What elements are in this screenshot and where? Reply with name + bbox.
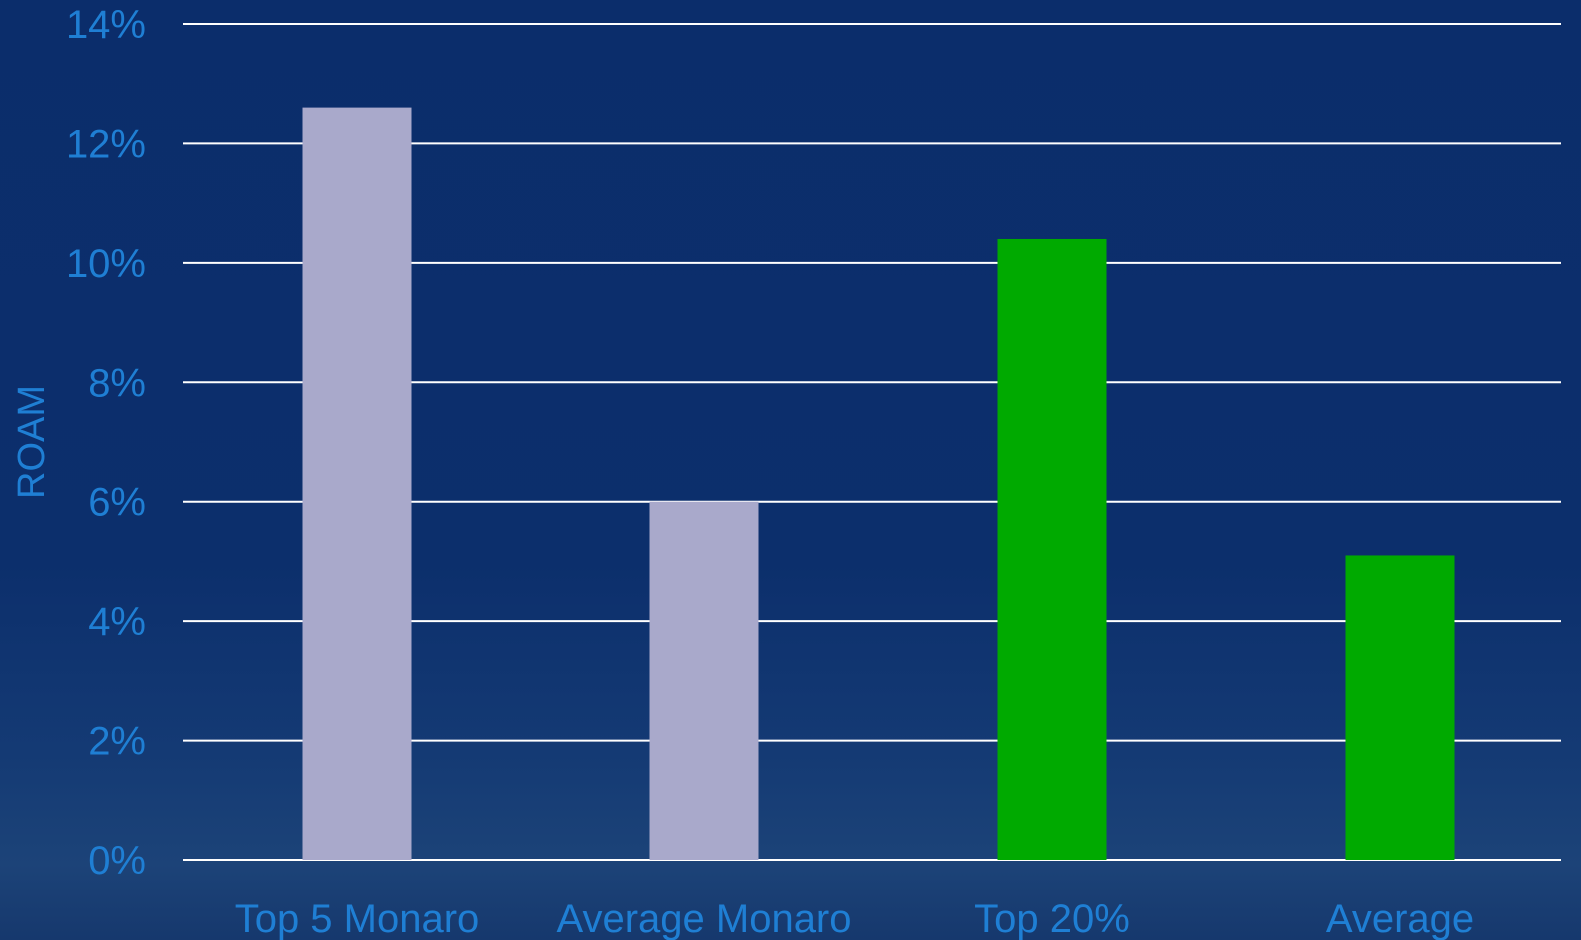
y-tick-label: 4% (88, 600, 146, 644)
x-category-label: Top 20% (974, 897, 1130, 940)
bars (302, 107, 1455, 861)
y-tick-label: 10% (66, 242, 146, 286)
bar (302, 107, 412, 861)
x-category-label: Average (1326, 897, 1474, 940)
y-axis-tick-labels: 0% 2% 4% 6% 8% 10% 12% 14% (66, 3, 146, 883)
x-category-label: Average Monaro (557, 897, 852, 940)
y-tick-label: 14% (66, 3, 146, 47)
y-axis-title: ROAM (11, 385, 53, 499)
x-category-label: Top 5 Monaro (235, 897, 480, 940)
y-tick-label: 12% (66, 122, 146, 166)
y-tick-label: 0% (88, 839, 146, 883)
x-axis-category-labels: Top 5 Monaro Average Monaro Top 20% Average (235, 897, 1474, 940)
bar (997, 238, 1107, 860)
y-tick-label: 8% (88, 361, 146, 405)
y-tick-label: 6% (88, 481, 146, 525)
bar (649, 501, 759, 860)
bar (1345, 555, 1455, 860)
y-tick-label: 2% (88, 720, 146, 764)
gridlines (183, 23, 1561, 861)
